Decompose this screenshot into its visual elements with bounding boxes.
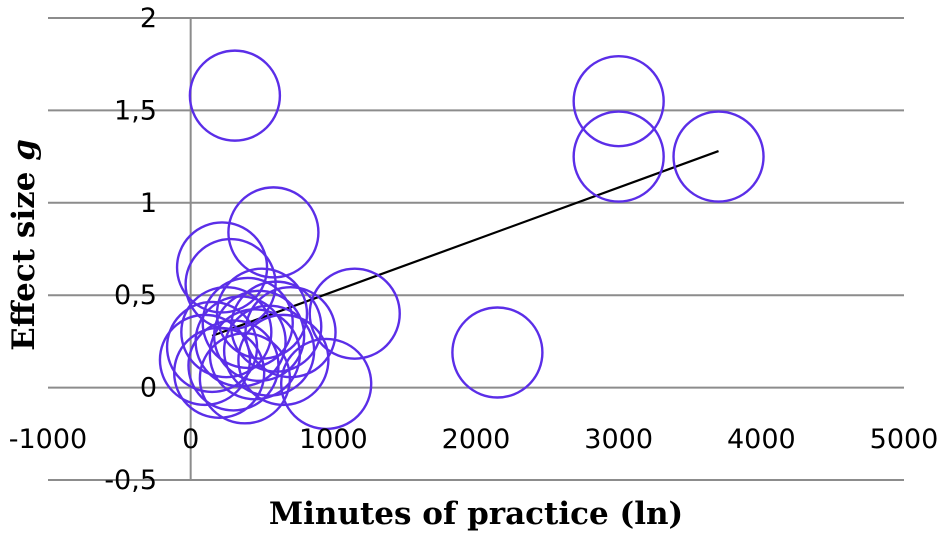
y-axis-title: Effect size g [6, 139, 42, 351]
tick-layer: -0,5 0 0,5 1 1,5 2 -1000 0 1000 2000 3000 4000 5000 [9, 3, 939, 496]
y-axis-title-italic: g [6, 139, 42, 161]
y-tick-label: 2 [140, 3, 157, 34]
x-tick-label: 2000 [442, 424, 511, 455]
y-tick-label: 1 [140, 188, 157, 219]
data-point [672, 110, 765, 203]
data-point [212, 289, 306, 383]
data-point [187, 319, 280, 412]
data-point [451, 306, 544, 399]
data-point [308, 267, 401, 360]
y-tick-label: 1,5 [114, 95, 157, 126]
point-layer [158, 49, 765, 431]
x-tick-label: 0 [182, 424, 199, 455]
trendline [211, 150, 719, 337]
x-tick-label: 1000 [299, 424, 368, 455]
data-point [237, 313, 330, 407]
y-tick-label: 0,5 [114, 280, 157, 311]
data-point [158, 313, 252, 407]
data-point [280, 337, 373, 431]
x-tick-label: 4000 [727, 424, 796, 455]
data-point [201, 276, 294, 370]
x-tick-label: 5000 [870, 424, 939, 455]
x-tick-label: 3000 [584, 424, 653, 455]
y-tick-label: 0 [140, 373, 157, 404]
data-point [572, 54, 665, 148]
data-point [222, 304, 316, 397]
data-point [244, 285, 337, 379]
x-axis-title: Minutes of practice (ln) [269, 496, 683, 532]
data-point [188, 49, 282, 142]
y-tick-label: -0,5 [104, 465, 157, 496]
grid-layer [48, 17, 904, 481]
data-point [175, 221, 269, 314]
y-axis-title-main: Effect size [6, 161, 42, 351]
trend-layer [211, 150, 719, 337]
x-tick-label: -1000 [9, 424, 87, 455]
data-point [172, 326, 266, 420]
data-point [572, 110, 665, 203]
data-point [227, 186, 320, 279]
data-point [180, 285, 273, 379]
